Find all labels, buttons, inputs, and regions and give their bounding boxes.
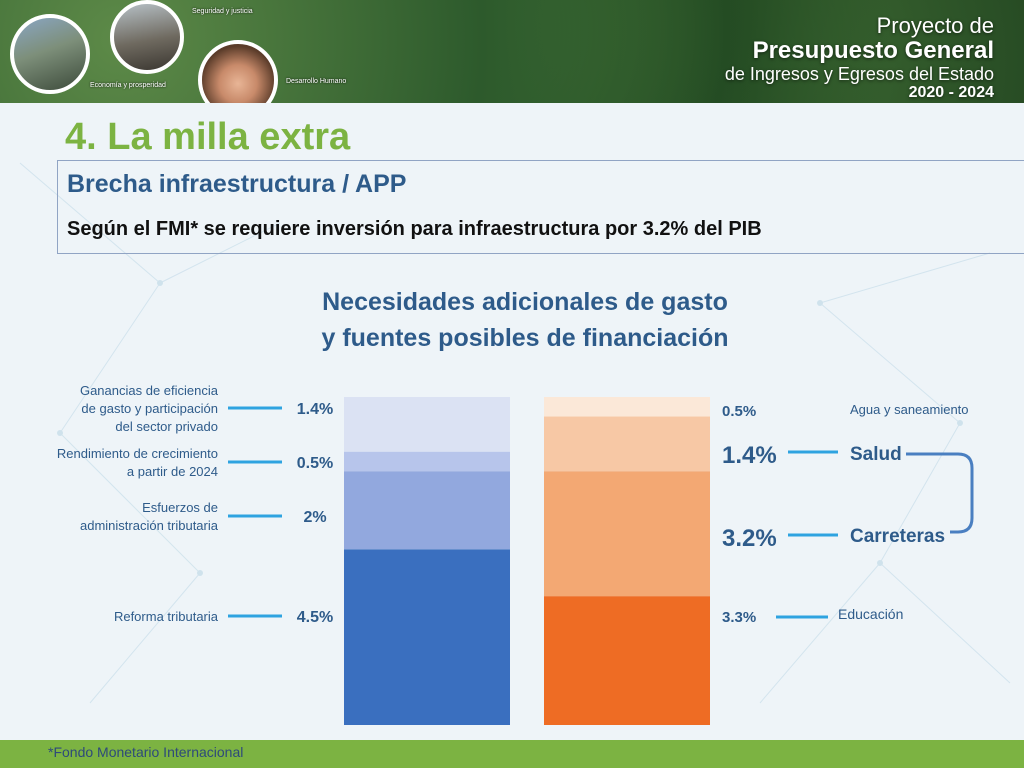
right-category-label-2: Salud [850, 444, 902, 465]
left-category-label-2-0: Rendimiento de crecimiento [57, 446, 218, 461]
left-bar-segment-1 [344, 471, 510, 550]
banner-label-economia: Economía y prosperidad [90, 82, 166, 89]
banner-label-desarrollo: Desarrollo Humano [286, 78, 347, 85]
page-title: 4. La milla extra [65, 116, 351, 158]
project-line-4: 2020 - 2024 [908, 84, 994, 101]
left-value-label-0: 4.5% [297, 609, 333, 626]
right-value-label-2: 1.4% [722, 442, 777, 469]
right-value-label-3: 0.5% [722, 403, 756, 420]
header-banner: Economía y prosperidad Seguridad y justi… [0, 0, 1024, 103]
left-value-label-3: 1.4% [297, 401, 333, 418]
left-category-label-1-0: Esfuerzos de [142, 500, 218, 515]
chart-title-line-1: Necesidades adicionales de gasto [322, 288, 728, 316]
banner-label-seguridad: Seguridad y justicia [192, 8, 253, 15]
chart-title: Necesidades adicionales de gasto y fuent… [300, 284, 750, 356]
left-bar-segment-0 [344, 549, 510, 725]
right-category-label-3: Agua y saneamiento [850, 402, 969, 417]
page-subtitle: Brecha infraestructura / APP [67, 170, 407, 198]
right-category-label-0: Educación [838, 606, 903, 622]
right-bar-segment-2 [544, 416, 710, 472]
left-bar-segment-2 [344, 451, 510, 472]
left-category-label-2-1: a partir de 2024 [127, 464, 218, 479]
child-photo-circle [198, 40, 278, 103]
left-value-label-1: 2% [303, 509, 326, 526]
project-title-block: Proyecto de Presupuesto General de Ingre… [725, 14, 994, 102]
security-photo-circle [110, 0, 184, 74]
title-frame [57, 160, 1024, 254]
economy-photo-circle [10, 14, 90, 94]
right-category-label-1: Carreteras [850, 526, 945, 547]
footer-bar: *Fondo Monetario Internacional [0, 740, 1024, 768]
left-category-label-3-0: Ganancias de eficiencia [80, 383, 219, 398]
imf-statement: Según el FMI* se requiere inversión para… [67, 218, 762, 240]
project-line-3: de Ingresos y Egresos del Estado [724, 64, 994, 84]
right-value-label-1: 3.2% [722, 525, 777, 552]
left-category-label-0-0: Reforma tributaria [114, 609, 219, 624]
left-category-label-3-1: de gasto y participación [81, 401, 218, 416]
project-line-2: Presupuesto General [752, 37, 994, 64]
right-value-label-0: 3.3% [722, 609, 756, 626]
right-bar-segment-1 [544, 471, 710, 597]
left-category-label-1-1: administración tributaria [80, 518, 219, 533]
left-value-label-2: 0.5% [297, 455, 333, 472]
left-category-label-3-2: del sector privado [115, 419, 218, 434]
chart-title-line-2: y fuentes posibles de financiación [321, 324, 729, 352]
salud-carreteras-bracket [906, 452, 974, 534]
project-line-1: Proyecto de [876, 13, 994, 38]
footnote: *Fondo Monetario Internacional [48, 744, 244, 760]
right-bar-segment-3 [544, 397, 710, 417]
left-bar-segment-3 [344, 397, 510, 452]
right-bar-segment-0 [544, 596, 710, 725]
